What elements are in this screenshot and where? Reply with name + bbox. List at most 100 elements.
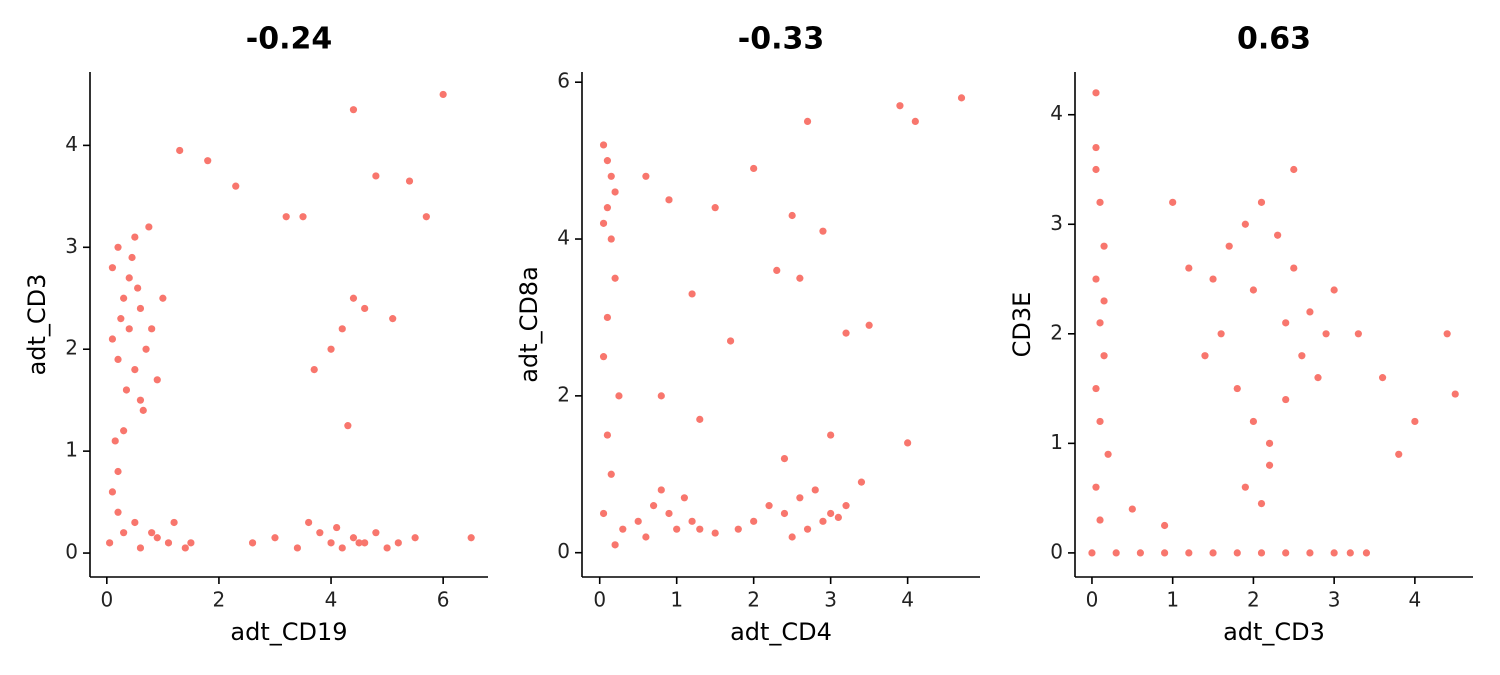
- point: [1092, 275, 1100, 283]
- y-tick-label: 0: [557, 539, 570, 563]
- point: [1314, 374, 1322, 382]
- point: [1092, 165, 1100, 174]
- point: [599, 353, 608, 361]
- point: [857, 478, 866, 486]
- x-axis-label: adt_CD19: [230, 618, 347, 646]
- point: [372, 172, 380, 180]
- point: [819, 517, 827, 525]
- point: [187, 539, 195, 547]
- point: [248, 539, 257, 547]
- point: [615, 392, 623, 400]
- point: [114, 355, 122, 364]
- y-tick-label: 2: [65, 336, 78, 360]
- point: [1100, 297, 1108, 305]
- point: [394, 539, 402, 547]
- point: [355, 539, 363, 547]
- point: [1282, 395, 1290, 404]
- y-tick-label: 2: [557, 382, 570, 406]
- point: [803, 117, 812, 126]
- point: [181, 544, 189, 552]
- point: [1249, 417, 1258, 426]
- point: [1306, 308, 1314, 316]
- point: [688, 517, 696, 525]
- point: [750, 164, 758, 173]
- point: [1322, 330, 1330, 338]
- point: [803, 525, 812, 533]
- point: [642, 172, 650, 180]
- point: [176, 146, 184, 155]
- point: [1161, 549, 1169, 557]
- point: [145, 223, 153, 231]
- point: [383, 544, 391, 552]
- point: [1209, 275, 1217, 283]
- point: [310, 365, 318, 374]
- point: [1233, 549, 1241, 557]
- point: [599, 141, 608, 149]
- point: [811, 486, 819, 494]
- point: [117, 315, 125, 323]
- point: [148, 325, 156, 333]
- y-tick-label: 4: [557, 226, 570, 250]
- point: [607, 235, 615, 243]
- point: [1169, 198, 1177, 206]
- chart-title: -0.33: [738, 22, 824, 57]
- point: [726, 337, 735, 345]
- point: [711, 529, 719, 537]
- point: [1265, 461, 1274, 469]
- point: [131, 233, 139, 241]
- chart-title: 0.63: [1237, 22, 1311, 57]
- point: [773, 266, 781, 274]
- point: [750, 517, 758, 525]
- point: [1290, 165, 1298, 174]
- point: [603, 313, 612, 322]
- point: [827, 509, 835, 518]
- point: [765, 502, 773, 510]
- y-tick-label: 3: [65, 234, 78, 258]
- y-tick-label: 0: [65, 540, 78, 564]
- point: [599, 509, 608, 518]
- point: [1257, 198, 1266, 206]
- point: [1249, 286, 1258, 294]
- point: [153, 376, 161, 384]
- point: [1092, 384, 1100, 393]
- point: [361, 539, 369, 547]
- point: [333, 523, 341, 532]
- point: [136, 304, 145, 313]
- point: [170, 518, 178, 527]
- point: [372, 529, 380, 537]
- point: [611, 541, 619, 549]
- point: [114, 508, 122, 516]
- panel: -0.33 adt_CD4 adt_CD8a 0 1 2 3 4 0 2 4 6: [515, 22, 980, 646]
- point: [136, 396, 145, 404]
- point: [957, 94, 966, 102]
- point: [299, 213, 307, 221]
- point: [271, 534, 279, 542]
- x-axis-label: adt_CD4: [730, 618, 832, 646]
- point: [405, 177, 414, 185]
- x-tick-label: 1: [1166, 588, 1179, 612]
- y-tick-label: 4: [65, 132, 78, 156]
- point: [834, 513, 842, 522]
- point: [338, 325, 346, 333]
- point: [338, 544, 346, 552]
- x-tick-label: 1: [670, 588, 683, 612]
- point: [796, 494, 804, 502]
- point: [1265, 439, 1274, 447]
- point: [911, 117, 919, 126]
- point: [642, 533, 650, 541]
- point: [1096, 516, 1104, 524]
- point: [148, 529, 156, 537]
- point: [634, 517, 642, 525]
- point: [842, 502, 850, 510]
- point: [657, 486, 665, 494]
- x-tick-label: 0: [593, 588, 606, 612]
- y-tick-label: 3: [1050, 211, 1063, 235]
- point: [128, 253, 136, 262]
- point: [711, 204, 719, 212]
- point: [1092, 89, 1100, 97]
- point: [282, 213, 290, 221]
- point: [1096, 417, 1104, 426]
- x-tick-label: 4: [901, 588, 914, 612]
- point: [1378, 374, 1387, 382]
- point: [619, 525, 627, 533]
